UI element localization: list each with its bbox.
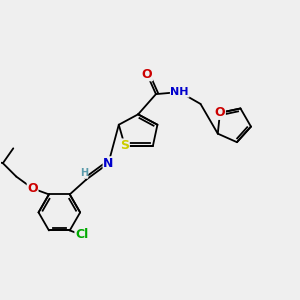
Text: NH: NH: [170, 87, 189, 97]
Text: O: O: [215, 106, 225, 119]
Text: S: S: [120, 139, 129, 152]
Text: N: N: [103, 157, 114, 170]
Text: O: O: [27, 182, 38, 195]
Text: O: O: [142, 68, 152, 81]
Text: Cl: Cl: [75, 228, 88, 242]
Text: H: H: [80, 168, 88, 178]
